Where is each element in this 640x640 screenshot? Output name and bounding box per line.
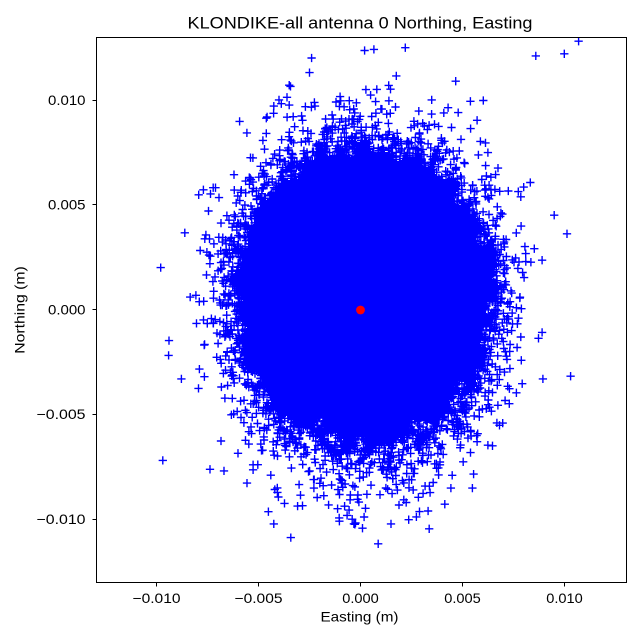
svg-text:−0.010: −0.010: [133, 590, 181, 606]
svg-text:−0.005: −0.005: [235, 590, 283, 606]
svg-text:Northing (m): Northing (m): [12, 266, 28, 354]
svg-text:−0.005: −0.005: [37, 406, 86, 422]
svg-text:Easting (m): Easting (m): [321, 609, 399, 625]
svg-text:0.005: 0.005: [48, 197, 86, 213]
svg-text:0.000: 0.000: [48, 301, 86, 317]
svg-text:0.000: 0.000: [342, 590, 379, 606]
svg-text:0.005: 0.005: [444, 590, 481, 606]
svg-text:0.010: 0.010: [546, 590, 583, 606]
svg-text:−0.010: −0.010: [37, 511, 86, 527]
svg-text:KLONDIKE-all antenna 0 Northin: KLONDIKE-all antenna 0 Northing, Easting: [188, 13, 533, 32]
svg-text:0.010: 0.010: [48, 92, 86, 108]
